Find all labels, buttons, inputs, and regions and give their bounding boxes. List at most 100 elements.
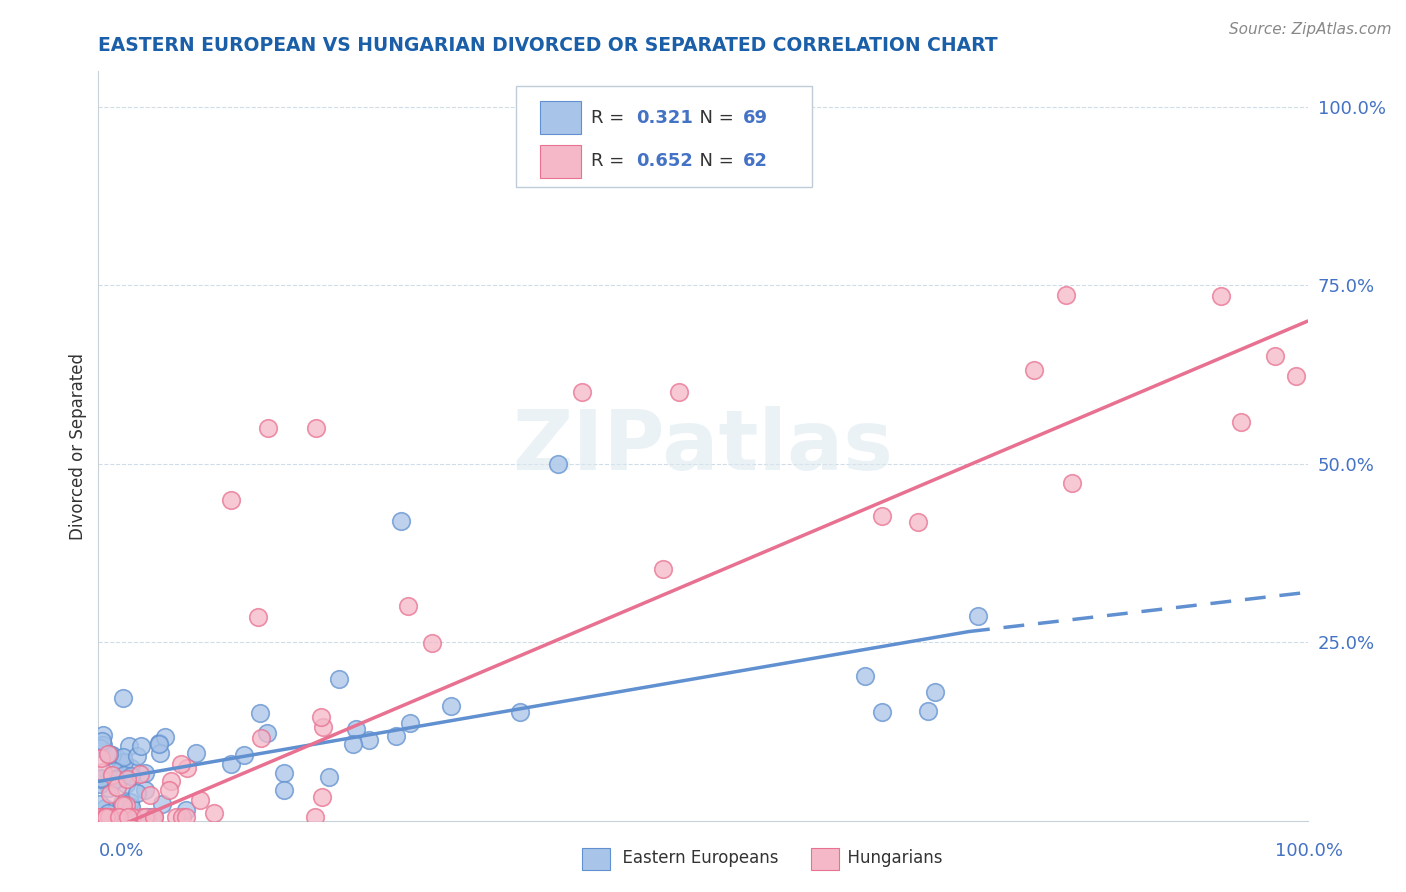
Point — [115, 777, 138, 791]
Point — [93, 738, 115, 752]
Point — [129, 739, 152, 753]
Point — [105, 810, 128, 824]
Point — [89, 741, 111, 756]
Point — [94, 810, 117, 824]
FancyBboxPatch shape — [540, 102, 581, 135]
Point — [359, 732, 381, 747]
Text: 0.652: 0.652 — [637, 152, 693, 170]
Point — [256, 726, 278, 740]
Point — [94, 810, 117, 824]
Text: R =: R = — [591, 152, 630, 170]
Point — [174, 810, 197, 824]
Point — [305, 421, 328, 435]
Point — [176, 804, 198, 818]
FancyBboxPatch shape — [540, 145, 581, 178]
Text: Source: ZipAtlas.com: Source: ZipAtlas.com — [1229, 22, 1392, 37]
Point — [318, 770, 340, 784]
Point — [107, 810, 129, 824]
Point — [111, 797, 134, 811]
Point — [149, 746, 172, 760]
Point — [907, 515, 929, 529]
Point — [420, 636, 443, 650]
Text: 62: 62 — [742, 152, 768, 170]
Point — [853, 669, 876, 683]
Point — [117, 810, 139, 824]
Text: 0.0%: 0.0% — [98, 842, 143, 860]
Point — [135, 810, 157, 824]
Point — [1211, 289, 1233, 303]
Text: Eastern Europeans: Eastern Europeans — [612, 849, 778, 867]
Point — [104, 772, 127, 786]
Text: N =: N = — [689, 109, 740, 127]
Point — [90, 810, 112, 824]
Point — [98, 788, 121, 802]
Point — [105, 780, 128, 795]
Point — [256, 421, 278, 435]
Point — [188, 793, 211, 807]
Point — [153, 730, 176, 744]
FancyBboxPatch shape — [516, 87, 811, 187]
Point — [100, 768, 122, 782]
Point — [125, 748, 148, 763]
Point — [312, 720, 335, 734]
Point — [309, 710, 332, 724]
Point — [111, 690, 134, 705]
Text: Hungarians: Hungarians — [837, 849, 942, 867]
Point — [97, 747, 120, 761]
Point — [385, 729, 408, 743]
Point — [344, 722, 367, 736]
Point — [509, 705, 531, 719]
Point — [120, 768, 142, 782]
Point — [924, 684, 946, 698]
Point — [233, 747, 256, 762]
Point — [90, 772, 112, 786]
Point — [1285, 369, 1308, 384]
Point — [157, 783, 180, 797]
Point — [91, 733, 114, 747]
Text: N =: N = — [689, 152, 740, 170]
Point — [120, 761, 142, 775]
Point — [142, 810, 165, 824]
Y-axis label: Divorced or Separated: Divorced or Separated — [69, 352, 87, 540]
Point — [143, 810, 166, 824]
Point — [440, 699, 463, 714]
Point — [120, 795, 142, 809]
Point — [1264, 349, 1286, 363]
Point — [96, 810, 118, 824]
Point — [97, 810, 120, 824]
Point — [1060, 475, 1083, 490]
Point — [115, 798, 138, 813]
Point — [219, 756, 242, 771]
Point — [94, 801, 117, 815]
Point — [134, 810, 156, 824]
Point — [111, 798, 134, 813]
Point — [311, 790, 333, 805]
Point — [148, 737, 170, 751]
Point — [399, 715, 422, 730]
Point — [105, 772, 128, 787]
Text: ZIPatlas: ZIPatlas — [513, 406, 893, 486]
Point — [117, 772, 139, 786]
Point — [121, 810, 143, 824]
Point — [966, 609, 988, 624]
Point — [221, 492, 243, 507]
Point — [90, 810, 112, 824]
Point — [917, 705, 939, 719]
Point — [870, 509, 893, 524]
Point — [107, 765, 129, 780]
Point — [97, 805, 120, 820]
Point — [89, 797, 111, 811]
Text: R =: R = — [591, 109, 630, 127]
Point — [110, 756, 132, 771]
Point — [118, 739, 141, 754]
Point — [104, 810, 127, 824]
Point — [1024, 363, 1046, 377]
Point — [668, 385, 690, 400]
Point — [93, 810, 115, 824]
Point — [328, 673, 350, 687]
Text: 100.0%: 100.0% — [1275, 842, 1343, 860]
Point — [121, 810, 143, 824]
Point — [90, 772, 112, 786]
Point — [101, 747, 124, 762]
Point — [148, 736, 170, 750]
